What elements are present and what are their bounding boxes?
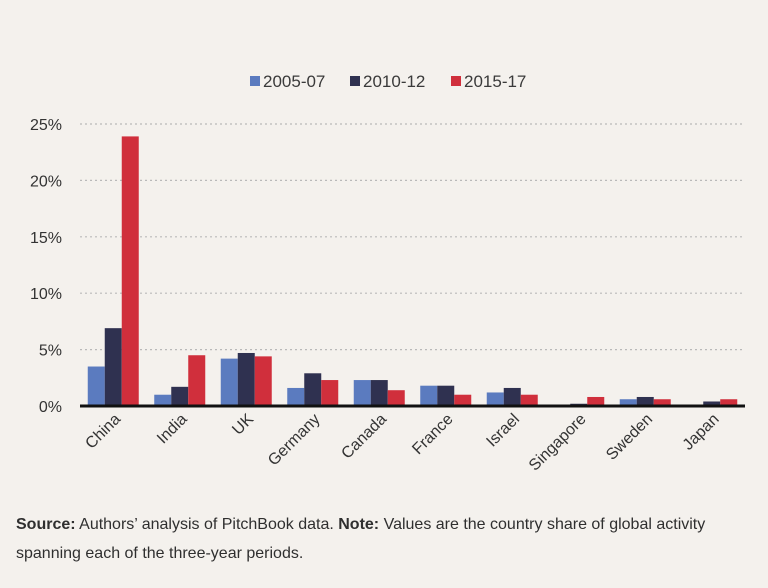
bar-2015-17-Singapore — [587, 396, 605, 406]
bar-2005-07-France — [420, 385, 438, 406]
legend-label: 2010-12 — [363, 72, 425, 91]
y-tick-label: 10% — [30, 286, 62, 303]
x-tick-label: Israel — [483, 411, 523, 451]
legend-swatch — [451, 76, 461, 86]
y-tick-label: 5% — [39, 343, 62, 360]
bar-2005-07-Canada — [353, 380, 371, 406]
bar-2010-12-UK — [237, 352, 255, 406]
bar-2010-12-France — [437, 385, 455, 406]
bar-2015-17-Japan — [720, 399, 738, 406]
x-tick-label: Singapore — [526, 411, 590, 475]
x-tick-label: Canada — [338, 411, 390, 463]
note-text: Values are the country share of global a… — [16, 516, 706, 562]
y-tick-label: 15% — [30, 230, 62, 247]
x-tick-label: UK — [229, 411, 257, 439]
bar-2010-12-Israel — [503, 387, 521, 406]
bar-2005-07-Germany — [287, 387, 305, 406]
legend-swatch — [350, 76, 360, 86]
y-axis-ticks: 0% 5% 10% 15% 20% 25% — [30, 117, 62, 416]
legend: 2005-07 2010-12 2015-17 — [250, 72, 526, 91]
x-tick-label: France — [409, 411, 456, 458]
bar-2010-12-India — [171, 386, 189, 406]
bar-2010-12-China — [104, 328, 122, 406]
x-tick-label: India — [154, 411, 191, 448]
x-axis-ticks: China India UK Germany Canada France Israel Sin… — [82, 411, 722, 475]
x-tick-label: Germany — [265, 411, 324, 470]
bar-2010-12-Canada — [370, 380, 388, 406]
bar-2015-17-France — [454, 394, 472, 406]
bar-2015-17-China — [121, 136, 139, 406]
bar-2005-07-UK — [220, 358, 238, 406]
bar-2005-07-Sweden — [619, 399, 637, 406]
bar-2010-12-Japan — [703, 401, 721, 406]
bar-2015-17-Israel — [520, 394, 538, 406]
x-tick-label: Japan — [680, 411, 723, 454]
bar-2015-17-UK — [254, 356, 272, 406]
bar-2005-07-India — [154, 394, 172, 406]
bar-2015-17-Germany — [321, 380, 339, 406]
bar-2010-12-Germany — [304, 373, 322, 406]
legend-swatch — [250, 76, 260, 86]
source-label: Source: — [16, 516, 76, 533]
y-tick-label: 25% — [30, 117, 62, 134]
chart-caption: Source: Authors’ analysis of PitchBook d… — [16, 510, 756, 568]
bars — [87, 136, 738, 406]
bar-2015-17-India — [188, 355, 206, 406]
x-tick-label: Sweden — [603, 411, 656, 464]
note-label: Note: — [338, 516, 380, 533]
y-tick-label: 20% — [30, 173, 62, 190]
legend-label: 2005-07 — [263, 72, 325, 91]
x-tick-label: China — [82, 411, 124, 453]
bar-2005-07-Israel — [486, 392, 504, 406]
y-tick-label: 0% — [39, 399, 62, 416]
bar-chart: 0% 5% 10% 15% 20% 25% China India UK Germany Cana… — [30, 72, 745, 475]
bar-2005-07-China — [87, 366, 105, 406]
gridlines — [80, 123, 745, 351]
source-text: Authors’ analysis of PitchBook data. — [75, 516, 339, 533]
bar-2010-12-Sweden — [636, 396, 654, 406]
legend-label: 2015-17 — [464, 72, 526, 91]
bar-2015-17-Sweden — [653, 399, 671, 406]
bar-2015-17-Canada — [387, 390, 405, 406]
